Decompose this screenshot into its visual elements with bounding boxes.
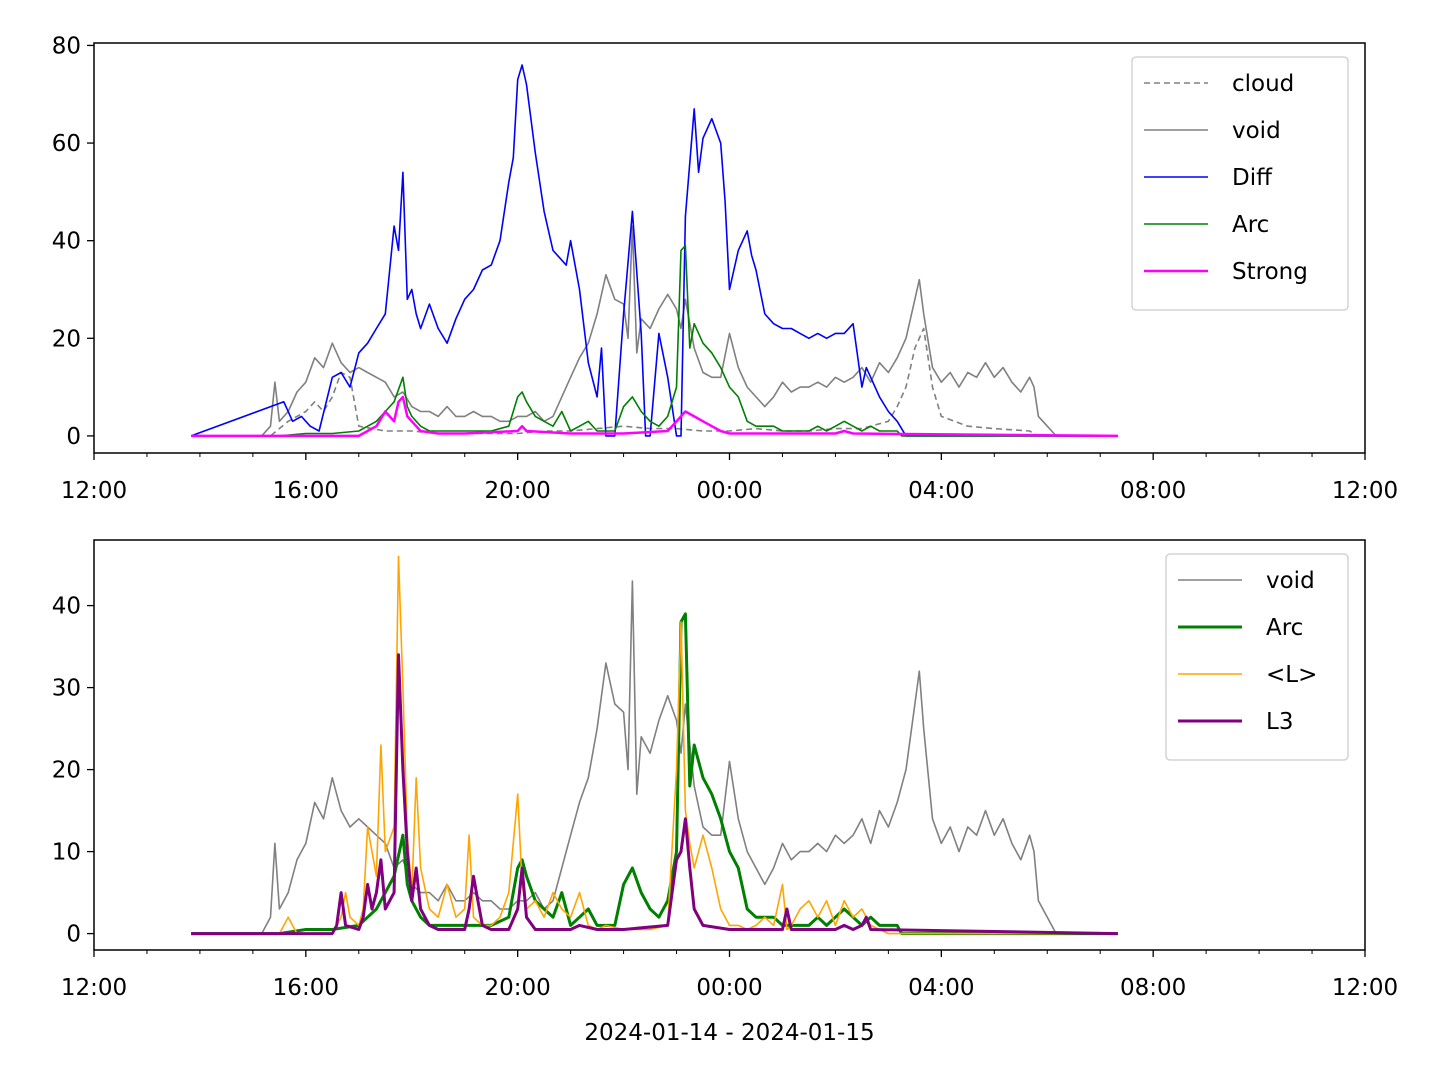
x-tick-label: 12:00 [1332, 478, 1398, 504]
legend-label: void [1232, 118, 1281, 144]
x-tick-label: 00:00 [696, 975, 762, 1001]
legend-label: Arc [1266, 615, 1303, 641]
y-tick-label: 60 [52, 131, 81, 157]
legend-label: cloud [1232, 71, 1294, 97]
y-tick-label: 0 [66, 424, 81, 450]
legend-label: Arc [1232, 212, 1269, 238]
y-tick-label: 40 [52, 229, 81, 255]
series-line-3 [191, 653, 1118, 936]
legend-label: Diff [1232, 165, 1273, 191]
chart-panel-top: 0 20 40 60 80 12:00 16:00 20:00 00:00 04:00 08:00 1… [52, 33, 1398, 504]
x-tick-label: 12:00 [61, 478, 127, 504]
legend-label: Strong [1232, 259, 1308, 285]
legend: cloud void Diff Arc Strong [1131, 56, 1349, 311]
x-tick-label: 12:00 [1332, 975, 1398, 1001]
series-line-3 [191, 244, 1118, 437]
x-tick-label: 20:00 [485, 975, 551, 1001]
legend-label: L3 [1266, 709, 1293, 735]
y-tick-label: 10 [52, 840, 81, 866]
legend-label: void [1266, 568, 1315, 594]
series-line-2 [190, 64, 1118, 437]
x-tick-label: 08:00 [1120, 478, 1186, 504]
x-axis-label: 2024-01-14 - 2024-01-15 [584, 1020, 874, 1046]
series-line-1 [191, 612, 1118, 936]
series-line-2 [191, 555, 1118, 935]
legend-box [1165, 553, 1349, 761]
x-tick-label: 08:00 [1120, 975, 1186, 1001]
x-tick-label: 20:00 [485, 478, 551, 504]
chart-panel-bottom: 0 10 20 30 40 12:00 16:00 20:00 00:00 04:00 08:00 1… [52, 539, 1398, 1046]
x-tick-label: 00:00 [696, 478, 762, 504]
legend-label: <L> [1266, 662, 1317, 688]
x-tick-label: 04:00 [908, 478, 974, 504]
x-tick-label: 16:00 [273, 478, 339, 504]
legend-box [1131, 56, 1349, 311]
y-tick-label: 20 [52, 326, 81, 352]
y-tick-label: 0 [66, 922, 81, 948]
series-line-4 [191, 395, 1118, 438]
y-tick-label: 20 [52, 758, 81, 784]
series-line-1 [191, 225, 1118, 437]
x-tick-label: 16:00 [273, 975, 339, 1001]
legend: void Arc <L> L3 [1165, 553, 1349, 761]
y-tick-label: 80 [52, 33, 81, 59]
series-line-0 [191, 580, 1118, 935]
x-tick-label: 04:00 [908, 975, 974, 1001]
x-tick-label: 12:00 [61, 975, 127, 1001]
y-tick-label: 30 [52, 676, 81, 702]
y-tick-label: 40 [52, 594, 81, 620]
